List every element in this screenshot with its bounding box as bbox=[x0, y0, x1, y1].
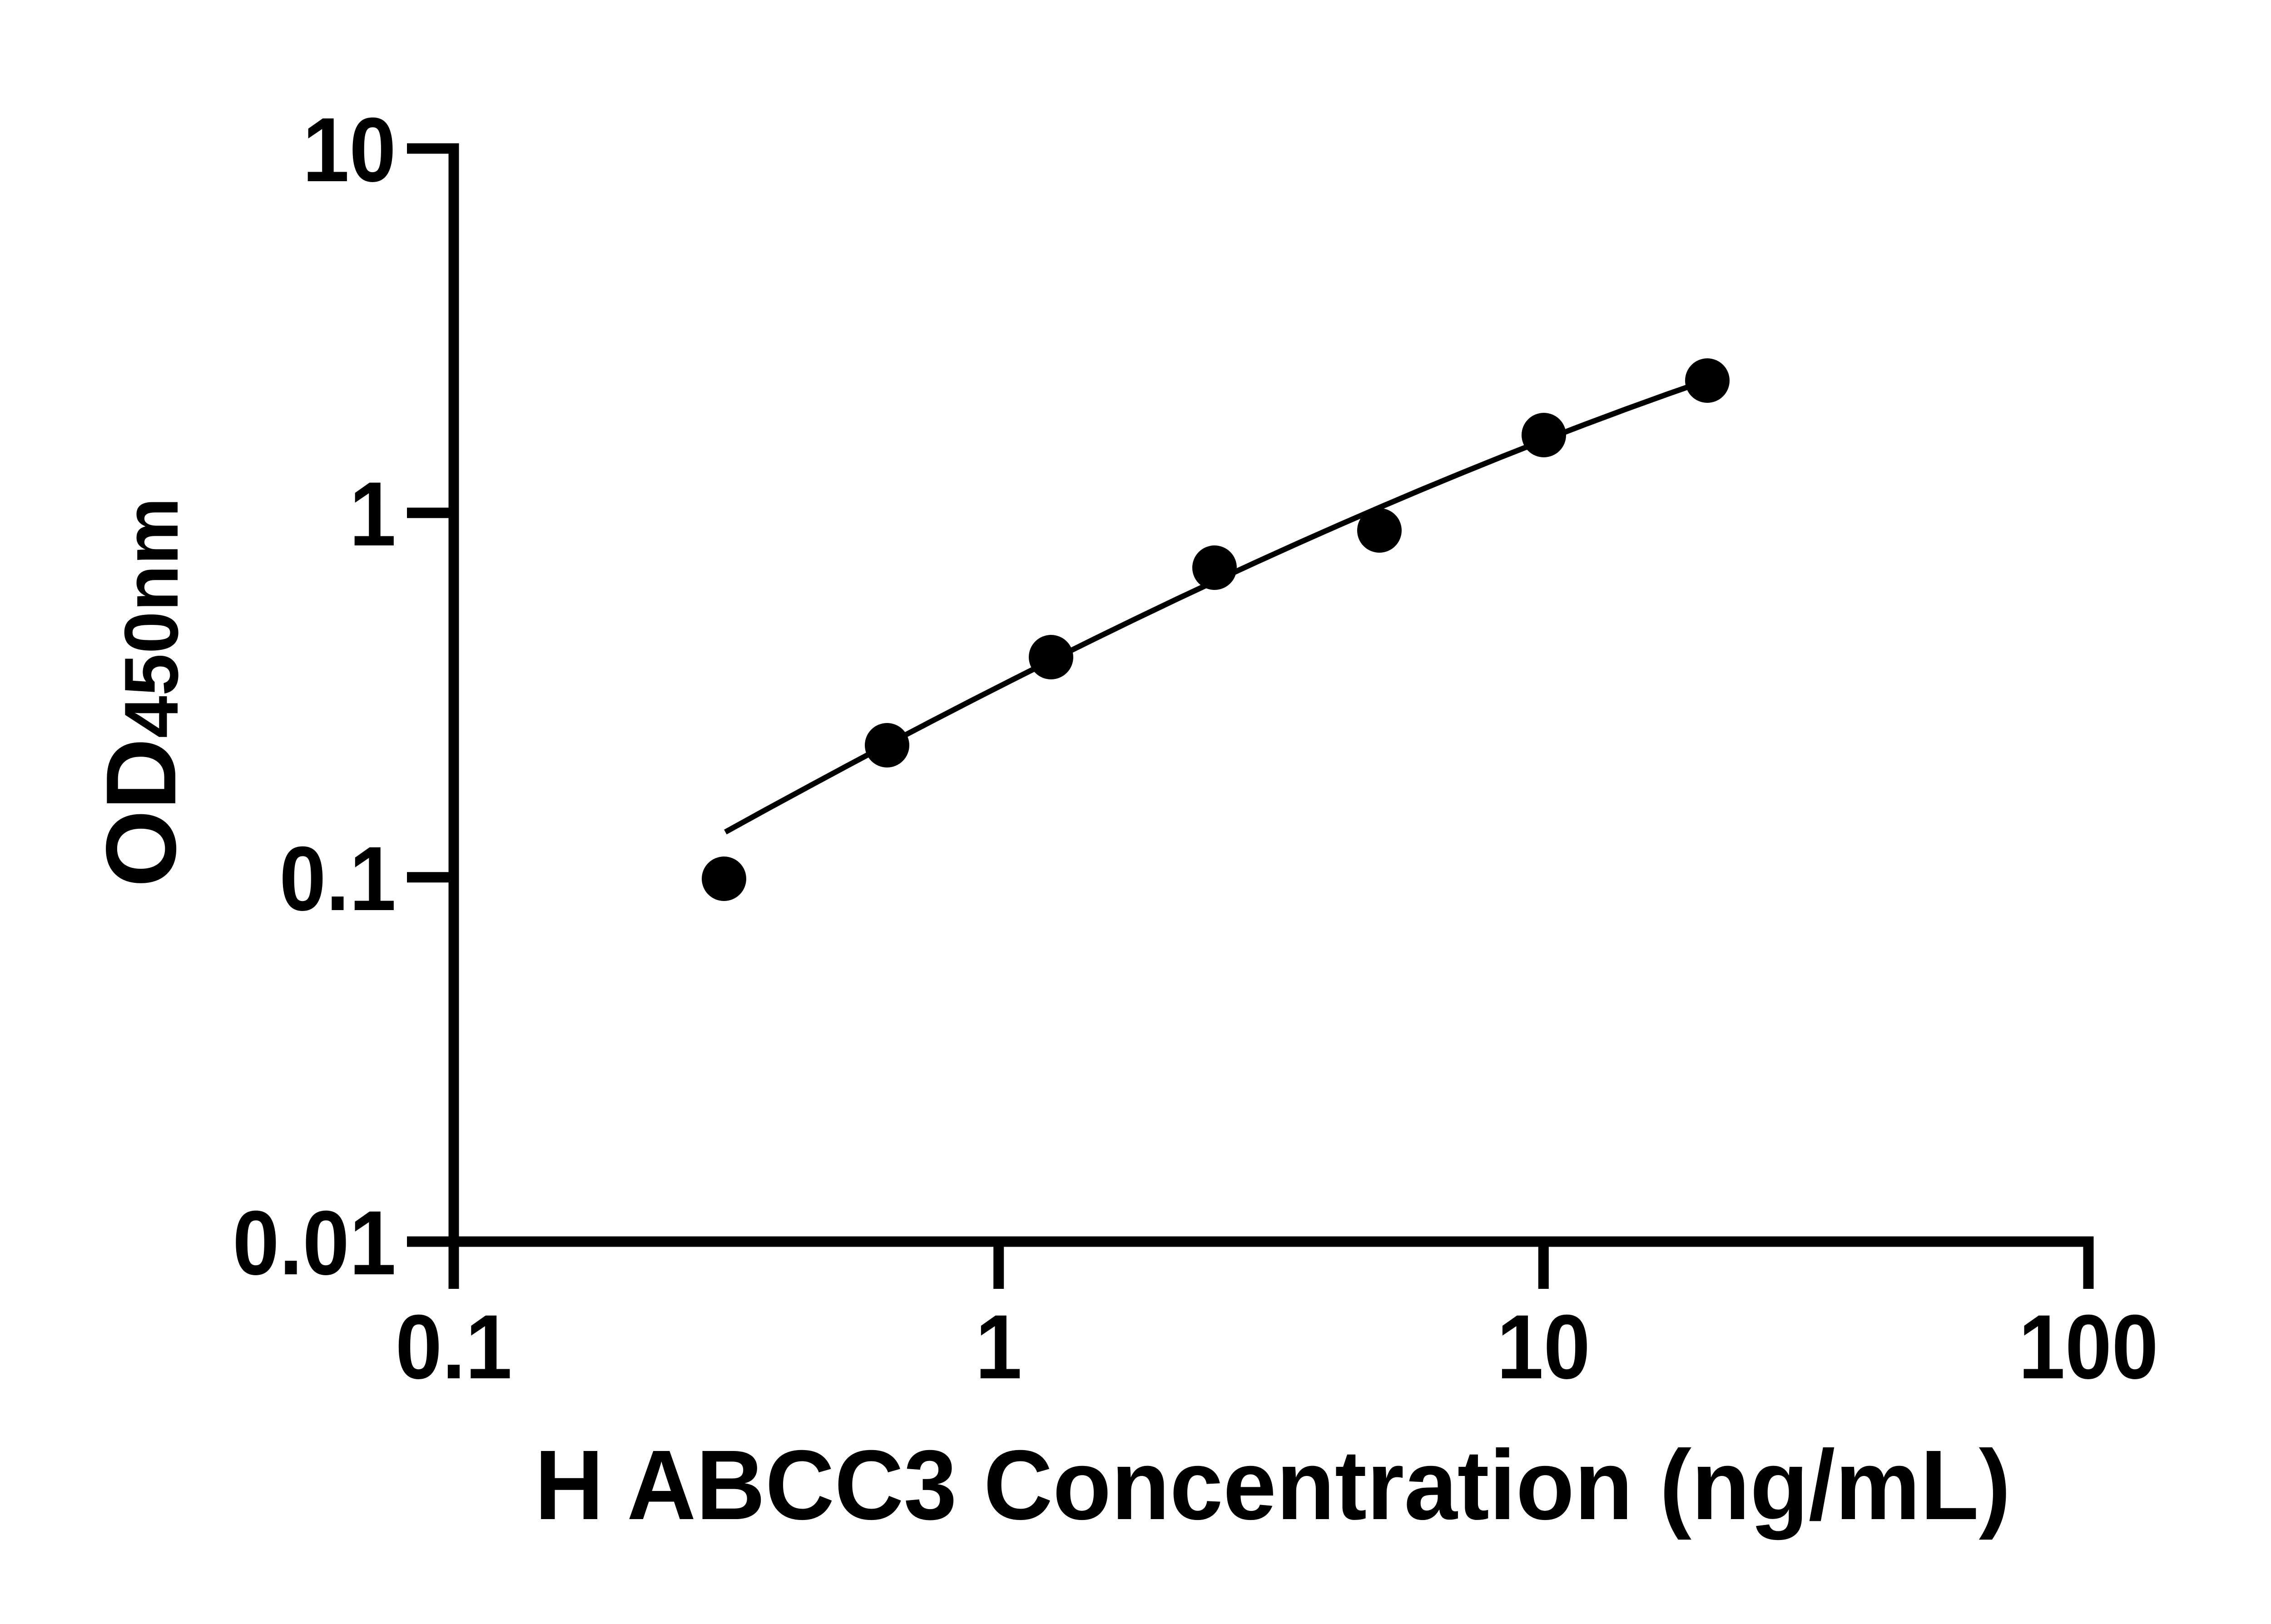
svg-text:1: 1 bbox=[975, 1296, 1022, 1398]
svg-text:H ABCC3 Concentration (ng/mL): H ABCC3 Concentration (ng/mL) bbox=[535, 1430, 2011, 1540]
svg-text:0.1: 0.1 bbox=[279, 827, 396, 930]
svg-text:0.1: 0.1 bbox=[396, 1296, 512, 1398]
svg-text:10: 10 bbox=[302, 99, 396, 201]
svg-text:1: 1 bbox=[349, 463, 396, 565]
svg-text:100: 100 bbox=[2018, 1296, 2158, 1398]
svg-text:10: 10 bbox=[1497, 1296, 1590, 1398]
svg-text:0.01: 0.01 bbox=[233, 1192, 396, 1294]
